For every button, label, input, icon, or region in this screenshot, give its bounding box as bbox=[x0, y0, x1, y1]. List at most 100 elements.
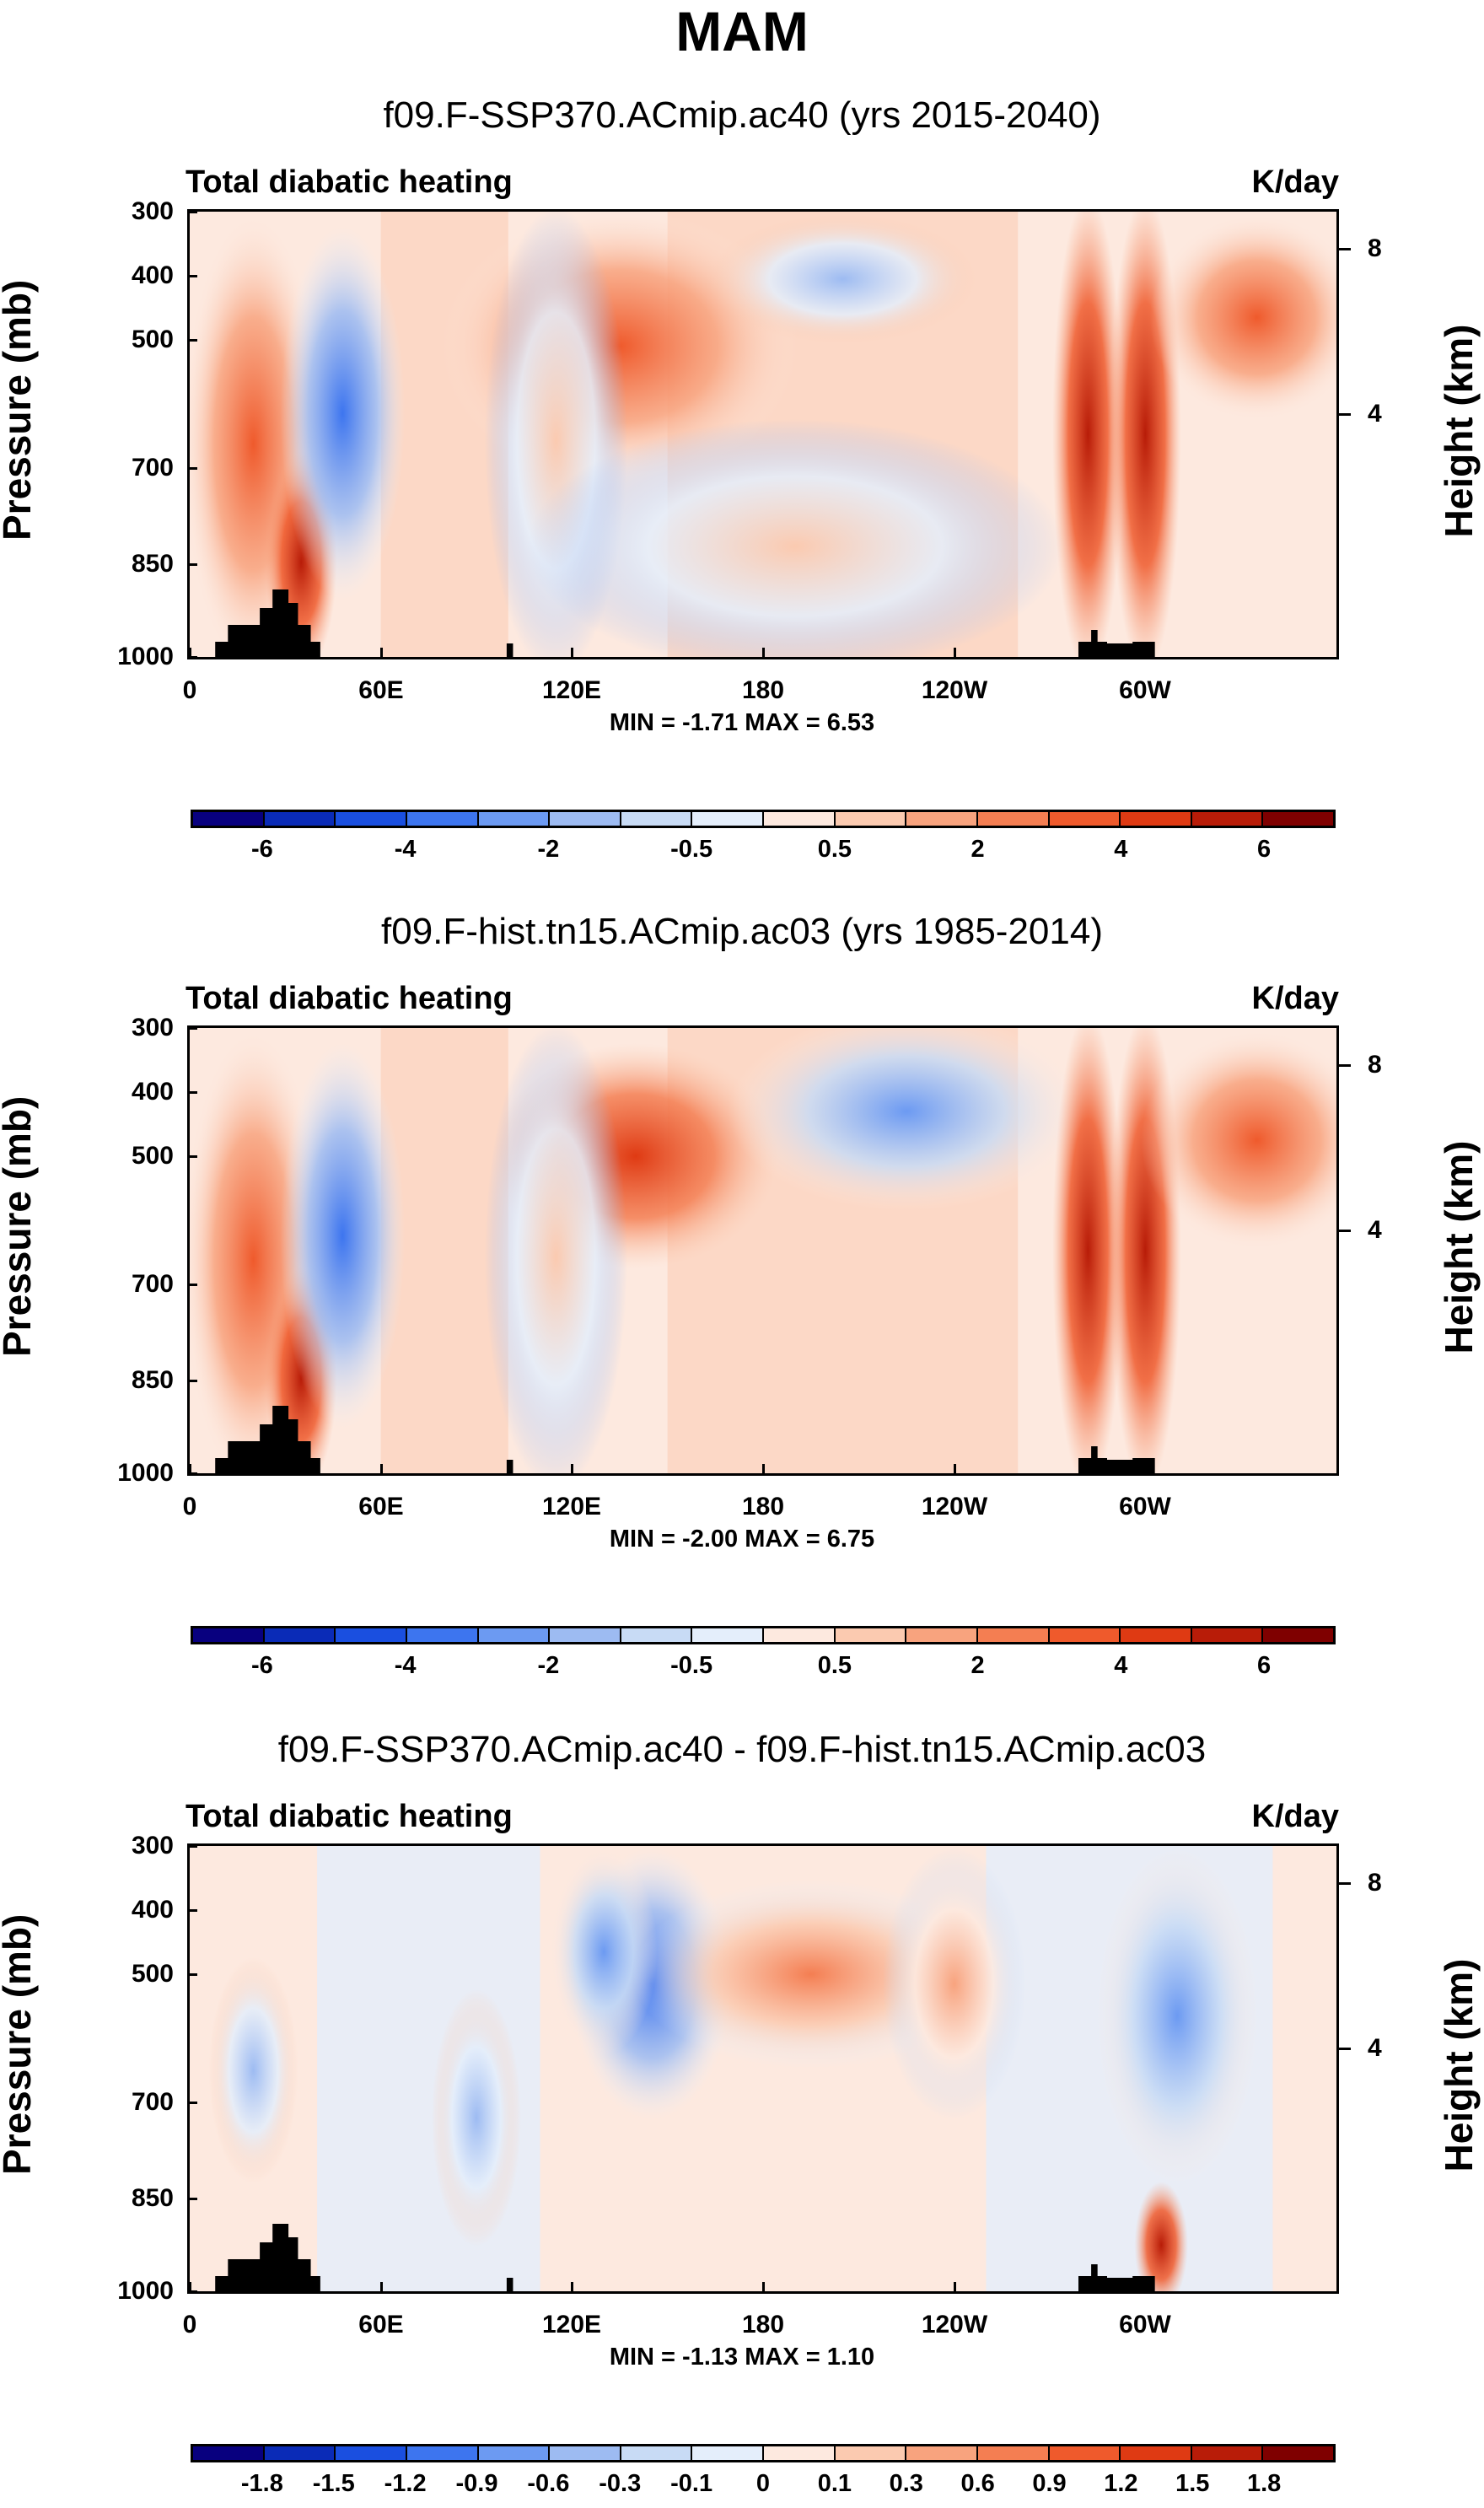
x-tick-mark bbox=[1144, 1464, 1147, 1476]
y-tick-mark bbox=[187, 1845, 197, 1848]
topography bbox=[215, 589, 320, 657]
colorbar-label: 6 bbox=[1257, 1652, 1272, 1679]
contour-feature bbox=[728, 1028, 1085, 1212]
right-tick-mark bbox=[1339, 2048, 1351, 2050]
colorbar-box bbox=[336, 1628, 407, 1642]
y-tick-mark bbox=[187, 339, 197, 342]
contour-feature bbox=[1096, 1848, 1258, 2183]
y-tick-mark bbox=[187, 1380, 197, 1382]
x-tick-label: 120E bbox=[541, 1493, 602, 1520]
y-tick-label: 700 bbox=[131, 454, 174, 482]
colorbar-box bbox=[835, 2446, 907, 2460]
colorbar-box bbox=[692, 2446, 764, 2460]
contour-field bbox=[190, 1846, 1336, 2291]
y-tick-label: 400 bbox=[131, 1078, 174, 1106]
x-tick-label: 0 bbox=[182, 2311, 197, 2338]
colorbar-box bbox=[336, 812, 407, 826]
colorbar-label: 2 bbox=[971, 1652, 985, 1679]
x-tick-label: 60E bbox=[358, 676, 404, 704]
colorbar-box bbox=[1121, 812, 1192, 826]
colorbar-box bbox=[1049, 812, 1121, 826]
contour-plot bbox=[187, 209, 1339, 659]
main-title: MAM bbox=[675, 0, 809, 62]
y-tick-label: 700 bbox=[131, 1270, 174, 1298]
colorbar-box bbox=[764, 1628, 836, 1642]
y-tick-mark bbox=[187, 2290, 197, 2293]
colorbar-label: -2 bbox=[537, 1652, 560, 1679]
x-tick-mark bbox=[571, 648, 573, 659]
colorbar-box bbox=[835, 812, 907, 826]
panel-2: f09.F-hist.tn15.ACmip.ac03 (yrs 1985-201… bbox=[0, 911, 1484, 1678]
colorbar-box bbox=[264, 812, 336, 826]
panel-3: f09.F-SSP370.ACmip.ac40 - f09.F-hist.tn1… bbox=[0, 1729, 1484, 2505]
contour-feature bbox=[1052, 212, 1124, 657]
variable-label: Total diabatic heating bbox=[186, 1799, 513, 1834]
contour-feature bbox=[484, 1028, 628, 1473]
colorbar-box bbox=[1263, 2446, 1333, 2460]
colorbar-label: -6 bbox=[250, 836, 273, 863]
topography bbox=[1078, 2264, 1155, 2291]
topography bbox=[506, 643, 513, 657]
x-tick-mark bbox=[189, 2282, 191, 2294]
panel-title: f09.F-SSP370.ACmip.ac40 (yrs 2015-2040) bbox=[383, 94, 1101, 136]
topography bbox=[1078, 630, 1155, 657]
x-tick-mark bbox=[762, 1464, 765, 1476]
y-tick-label: 300 bbox=[131, 1832, 174, 1859]
contour-feature bbox=[1149, 213, 1336, 421]
colorbar-label: 0.6 bbox=[960, 2470, 995, 2497]
y-tick-label: 300 bbox=[131, 197, 174, 225]
contour-field bbox=[190, 1028, 1336, 1473]
x-tick-mark bbox=[189, 648, 191, 659]
right-axis-label: Height (km) bbox=[1437, 324, 1481, 538]
topography bbox=[215, 2224, 320, 2291]
colorbar-box bbox=[264, 1628, 336, 1642]
colorbar-label: -0.6 bbox=[527, 2470, 570, 2497]
x-tick-label: 120W bbox=[921, 1493, 988, 1520]
colorbar-box bbox=[478, 2446, 551, 2460]
topography bbox=[1078, 1446, 1155, 1473]
colorbar-box bbox=[764, 2446, 836, 2460]
colorbar-label: -1.5 bbox=[312, 2470, 355, 2497]
y-tick-label: 1000 bbox=[117, 1459, 174, 1487]
x-tick-mark bbox=[762, 648, 765, 659]
colorbar-box bbox=[478, 812, 551, 826]
colorbar-label: 1.5 bbox=[1175, 2470, 1210, 2497]
right-tick-label: 8 bbox=[1368, 1869, 1382, 1897]
colorbar-box bbox=[621, 812, 693, 826]
right-tick-mark bbox=[1339, 1064, 1351, 1067]
right-axis-label: Height (km) bbox=[1437, 1140, 1481, 1354]
topography bbox=[506, 2278, 513, 2291]
colorbar-label: -1.2 bbox=[384, 2470, 427, 2497]
panel-title: f09.F-SSP370.ACmip.ac40 - f09.F-hist.tn1… bbox=[277, 1729, 1207, 1770]
x-tick-mark bbox=[380, 2282, 383, 2294]
contour-feature bbox=[883, 1848, 1026, 2119]
x-tick-mark bbox=[380, 1464, 383, 1476]
x-tick-label: 60E bbox=[358, 1493, 404, 1520]
colorbar-label: 4 bbox=[1114, 1652, 1128, 1679]
x-tick-mark bbox=[189, 1464, 191, 1476]
x-tick-mark bbox=[571, 2282, 573, 2294]
x-tick-mark bbox=[762, 2282, 765, 2294]
colorbar-label: -1.8 bbox=[240, 2470, 283, 2497]
contour-feature bbox=[1134, 2182, 1188, 2291]
x-tick-mark bbox=[1144, 2282, 1147, 2294]
x-tick-label: 60W bbox=[1119, 2311, 1171, 2338]
colorbar-box bbox=[1121, 2446, 1192, 2460]
x-tick-label: 60W bbox=[1119, 676, 1171, 704]
colorbar-label: -0.9 bbox=[455, 2470, 498, 2497]
y-tick-mark bbox=[187, 467, 197, 470]
contour-feature bbox=[1052, 1028, 1124, 1473]
colorbar-box bbox=[1191, 1628, 1264, 1642]
colorbar bbox=[191, 810, 1336, 828]
colorbar-box bbox=[1191, 812, 1264, 826]
colorbar-box bbox=[692, 812, 764, 826]
right-tick-label: 8 bbox=[1368, 234, 1382, 262]
colorbar-label: -0.5 bbox=[670, 836, 713, 863]
colorbar-box bbox=[835, 1628, 907, 1642]
x-tick-label: 180 bbox=[741, 2311, 785, 2338]
x-tick-label: 60W bbox=[1119, 1493, 1171, 1520]
x-tick-mark bbox=[1144, 648, 1147, 659]
y-tick-mark bbox=[187, 1909, 197, 1912]
colorbar-label: 0.5 bbox=[817, 1652, 852, 1679]
y-tick-label: 700 bbox=[131, 2088, 174, 2116]
